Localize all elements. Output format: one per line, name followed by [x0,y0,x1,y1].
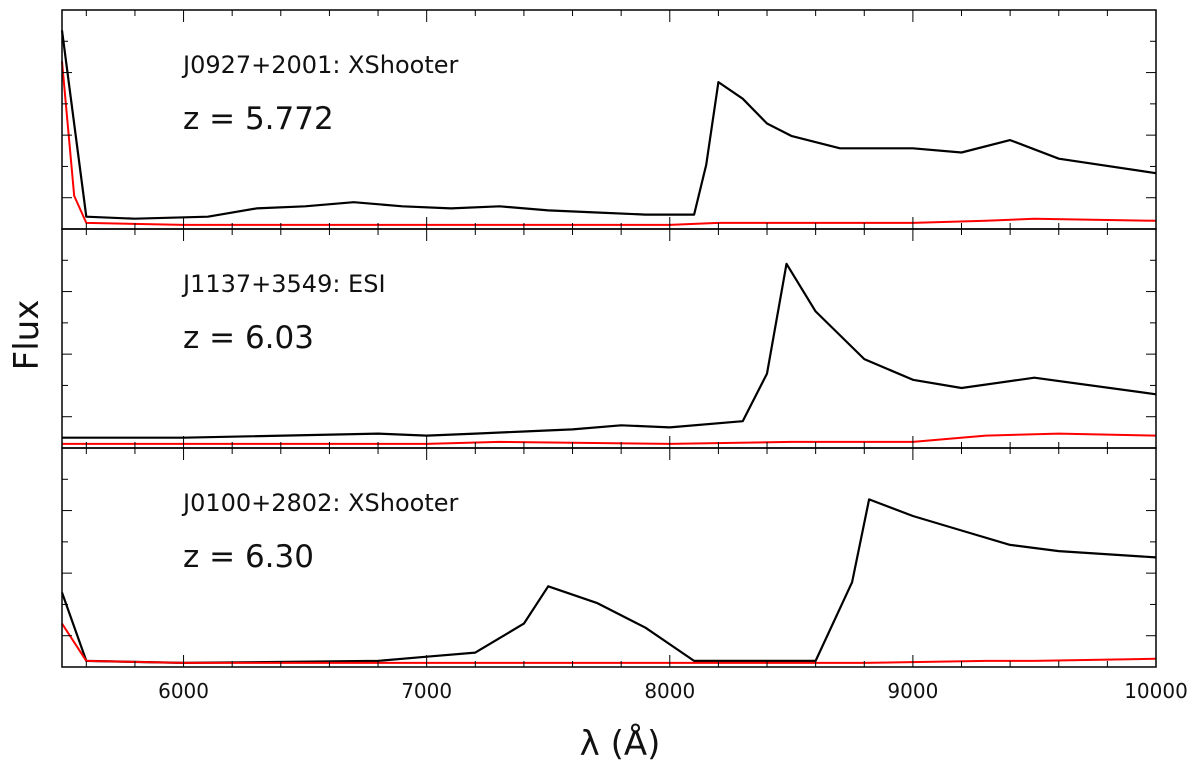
spectrum-panel: J0927+2001: XShooter z = 5.772 [60,9,1157,230]
y-axis-title: Flux [7,300,47,371]
flux-spectrum-line [62,262,1157,439]
spectrum-panel: J1137+3549: ESI z = 6.03 [61,228,1157,449]
x-tick-label: 8000 [644,679,695,703]
error-spectrum-line [61,61,1157,226]
error-spectrum-line [61,623,1157,664]
flux-spectrum-line [60,30,1157,220]
panel-redshift-label: z = 6.03 [183,320,314,356]
spectrum-panel: J0100+2802: XShooter z = 6.30 [60,447,1157,668]
x-tick-label: 10000 [1124,679,1188,703]
panel-object-label: J1137+3549: ESI [181,270,386,298]
x-tick-label: 9000 [887,679,938,703]
x-tick-label: 7000 [401,679,452,703]
error-spectrum-line [62,432,1157,445]
x-axis-title: λ (Å) [580,723,661,764]
panel-object-label: J0100+2802: XShooter [181,489,458,517]
panel-redshift-label: z = 5.772 [183,101,334,137]
panel-frame [61,447,1157,668]
x-tick-labels: 6000 7000 8000 9000 10000 [158,679,1188,703]
x-tick-label: 6000 [158,679,209,703]
panel-spectra-group: J0927+2001: XShooter z = 5.772 J1137+3549:… [60,9,1157,668]
flux-spectrum-line [60,498,1157,665]
panel-object-label: J0927+2001: XShooter [181,51,458,79]
panel-redshift-label: z = 6.30 [183,539,314,575]
